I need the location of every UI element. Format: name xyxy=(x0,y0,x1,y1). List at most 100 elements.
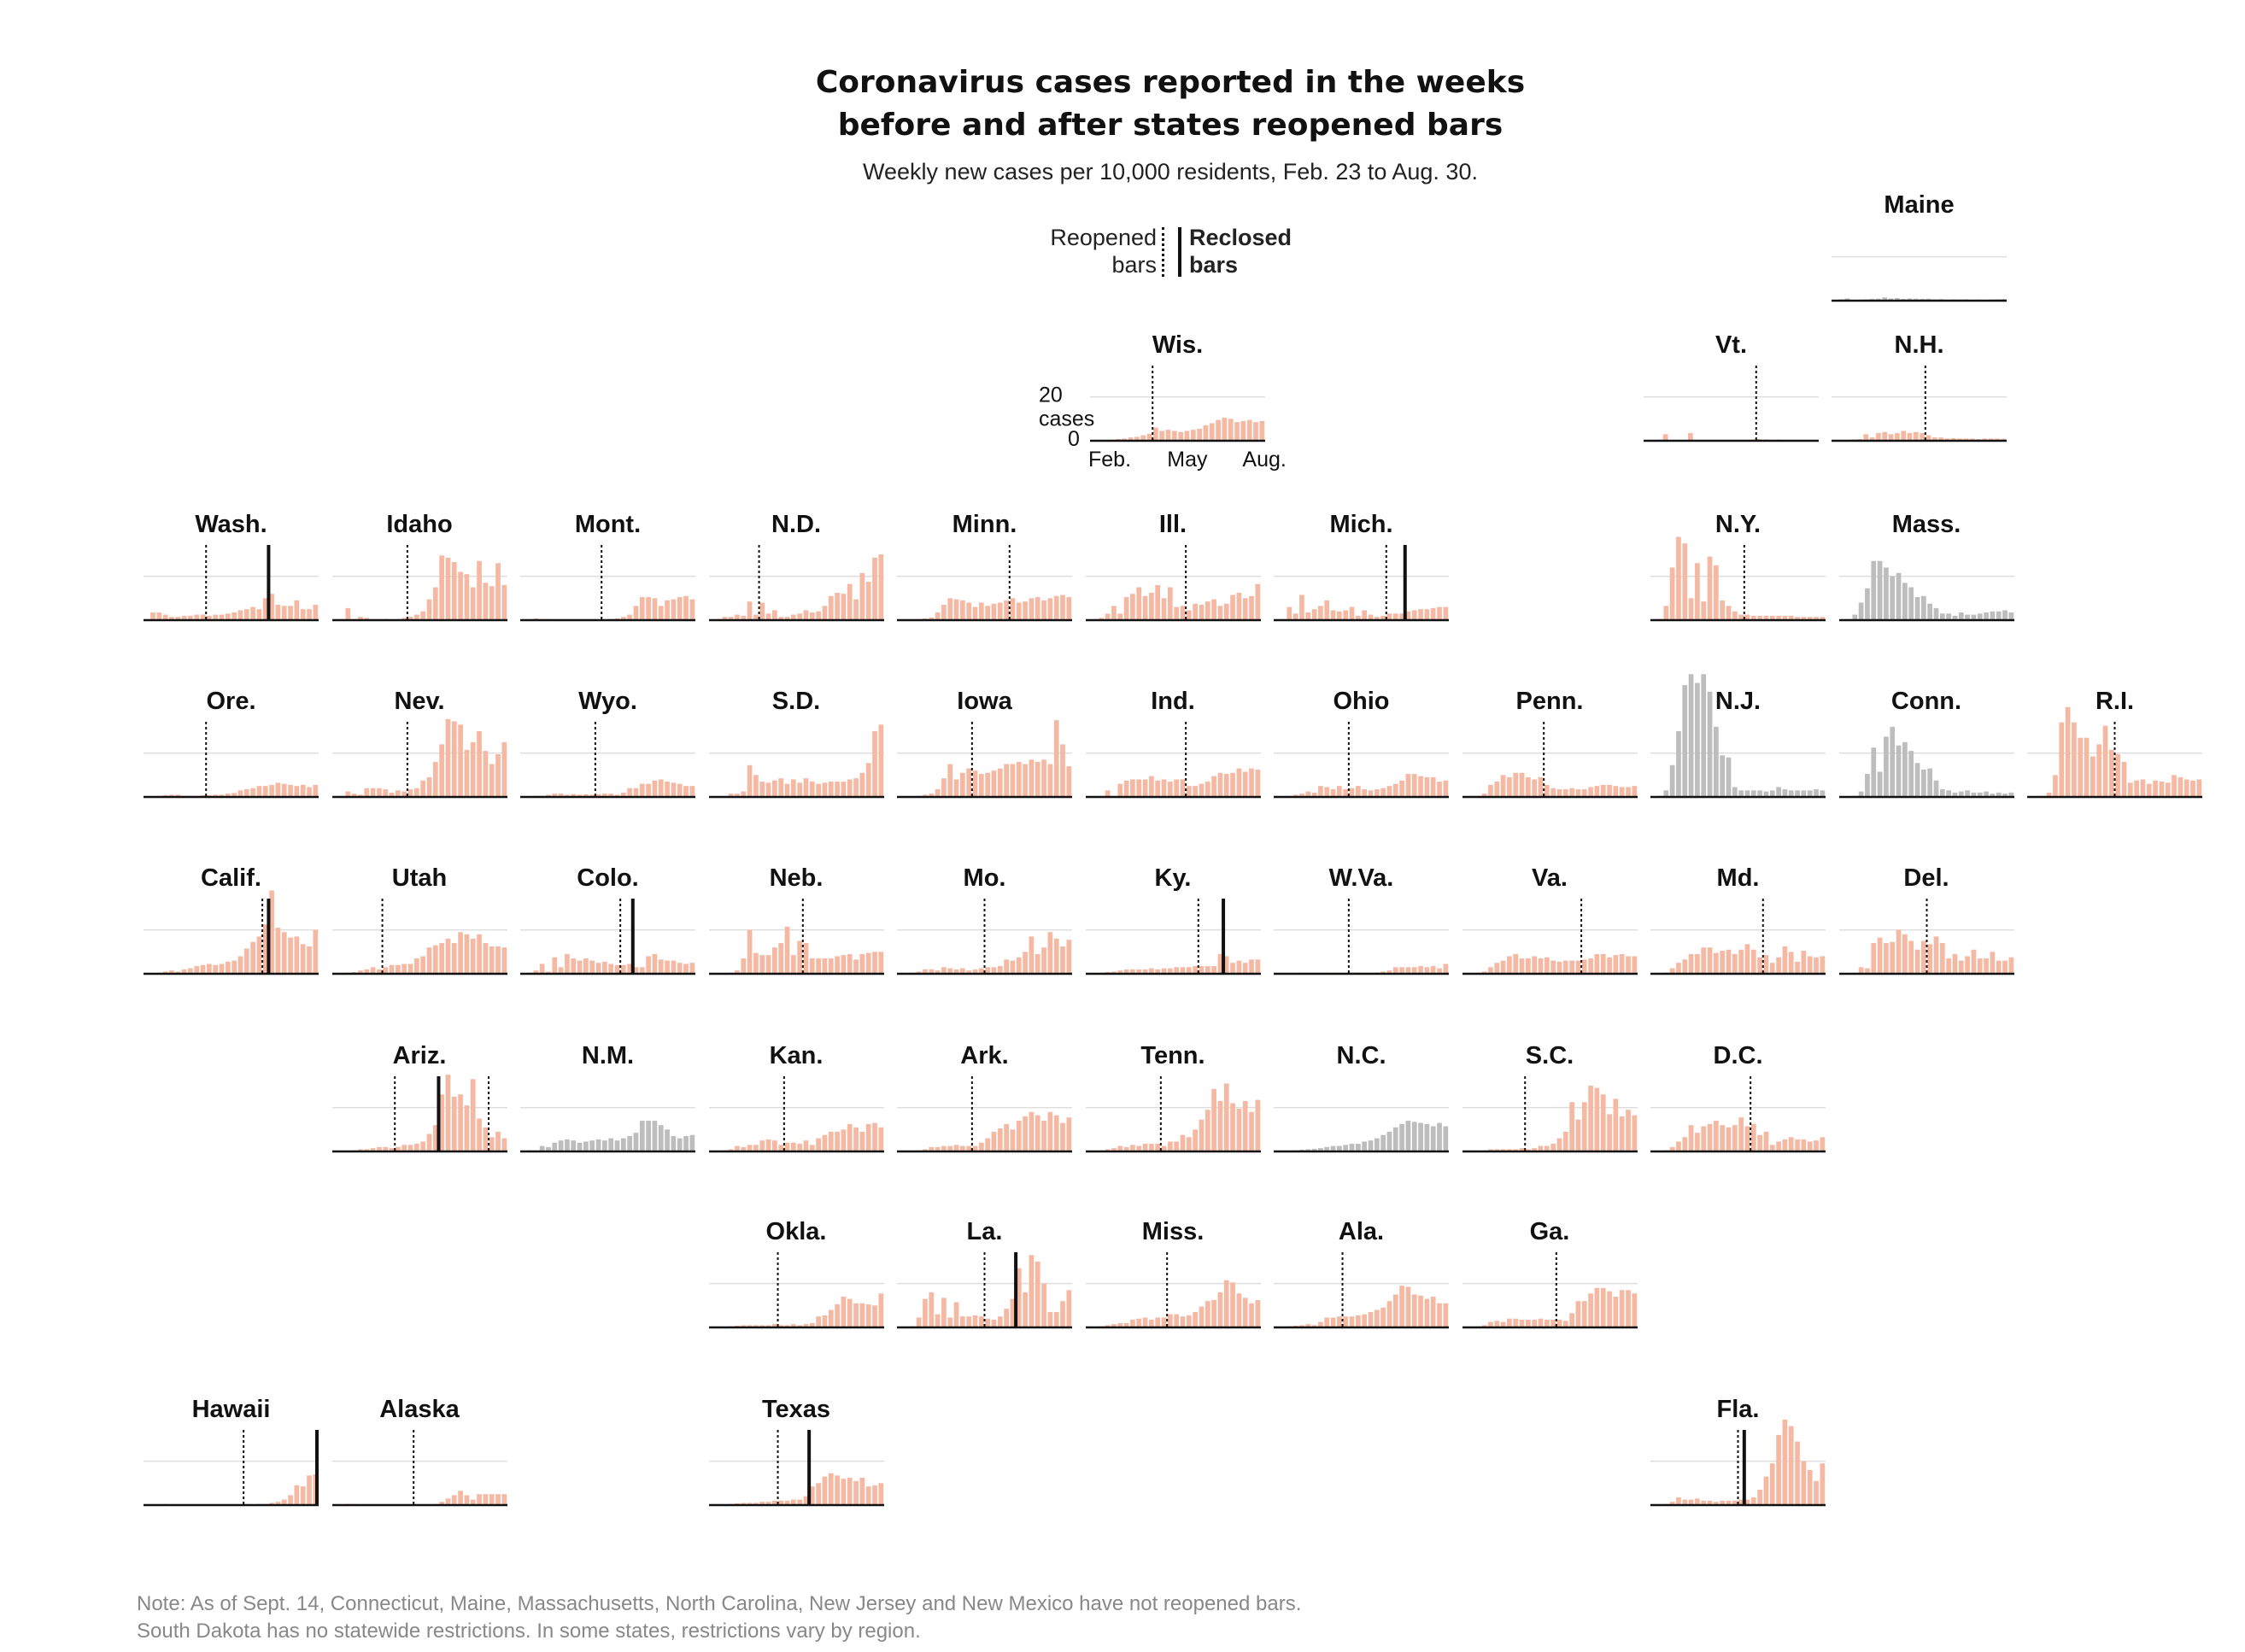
bar xyxy=(941,967,947,974)
bar xyxy=(1525,958,1531,974)
bar xyxy=(1858,791,1863,797)
bar xyxy=(1161,1317,1166,1327)
bar xyxy=(1931,437,1937,441)
bar xyxy=(407,789,413,797)
bar xyxy=(859,1477,865,1505)
bar xyxy=(1154,969,1160,974)
bar xyxy=(395,964,401,974)
state-name: Ore. xyxy=(206,688,256,715)
bar xyxy=(1041,1121,1046,1151)
bar xyxy=(1411,967,1417,974)
bar xyxy=(1763,955,1769,974)
bar xyxy=(1581,789,1587,797)
bar xyxy=(877,724,883,797)
state-name: N.M. xyxy=(581,1042,635,1069)
bar xyxy=(1525,776,1531,797)
bar xyxy=(1190,430,1196,441)
bar xyxy=(1883,943,1889,974)
bar xyxy=(877,952,883,974)
bar xyxy=(1769,1463,1775,1505)
bar xyxy=(1744,790,1750,797)
bar xyxy=(1883,567,1889,620)
state-bar-chart xyxy=(1462,1252,1638,1329)
bar xyxy=(834,782,840,797)
bar xyxy=(1405,1121,1411,1151)
bar xyxy=(834,592,840,620)
bar xyxy=(978,1316,984,1327)
bar xyxy=(389,964,394,974)
state-name: Wyo. xyxy=(578,688,637,715)
bar xyxy=(1550,960,1556,974)
legend-reopened-line xyxy=(1162,227,1164,277)
bar xyxy=(747,1503,752,1505)
state-bar-chart xyxy=(897,899,1072,975)
bar xyxy=(1945,613,1951,620)
bar xyxy=(1738,1117,1744,1151)
bar xyxy=(960,968,965,974)
bar xyxy=(822,958,827,974)
bar xyxy=(565,1139,570,1151)
bar xyxy=(445,718,450,797)
bar xyxy=(728,794,733,797)
bar xyxy=(809,612,815,620)
bar xyxy=(1500,960,1505,974)
bar xyxy=(784,1142,789,1151)
bar xyxy=(1964,956,1970,974)
bar xyxy=(1550,1320,1556,1327)
bar xyxy=(960,1145,965,1151)
bar xyxy=(1242,1298,1248,1327)
bar xyxy=(156,612,162,620)
bar xyxy=(777,1145,783,1151)
state-name: Alaska xyxy=(379,1396,460,1423)
bar xyxy=(470,587,476,620)
bar xyxy=(953,1145,959,1151)
bar xyxy=(1186,1315,1192,1327)
bar xyxy=(841,594,846,620)
bar xyxy=(1896,572,1901,620)
bar xyxy=(753,614,759,620)
bar xyxy=(747,764,752,797)
bar xyxy=(1318,786,1323,797)
bar xyxy=(294,1485,300,1505)
bar xyxy=(432,1125,438,1151)
bar xyxy=(646,597,651,620)
y-tick-label: 20 xyxy=(1039,384,1063,407)
bar xyxy=(1631,1115,1637,1151)
bar xyxy=(1210,1299,1216,1327)
bar xyxy=(1161,779,1166,797)
bar xyxy=(1173,1141,1179,1151)
bar xyxy=(627,1136,632,1151)
bar xyxy=(1568,788,1574,797)
bar xyxy=(803,610,808,620)
bar xyxy=(1349,606,1355,620)
state-bar-chart xyxy=(331,718,507,799)
bar xyxy=(1876,433,1881,441)
bar xyxy=(1311,1325,1317,1327)
bar xyxy=(1029,1111,1035,1151)
bar xyxy=(1016,761,1022,797)
bar xyxy=(1600,784,1606,797)
bar xyxy=(1392,967,1398,974)
bar xyxy=(1180,1134,1185,1151)
bar xyxy=(344,791,350,797)
bar xyxy=(1380,1307,1386,1327)
bar xyxy=(689,963,695,974)
bar xyxy=(1236,1293,1241,1327)
bar xyxy=(671,782,677,797)
state-bar-chart xyxy=(144,890,319,975)
bar xyxy=(1575,960,1580,974)
bar xyxy=(859,1131,865,1151)
chart-header: Coronavirus cases reported in the weeks … xyxy=(0,62,2245,185)
bar xyxy=(1896,929,1901,974)
bar xyxy=(200,614,206,620)
bar xyxy=(1154,1317,1160,1327)
bar xyxy=(997,1128,1003,1151)
bar xyxy=(1234,422,1240,441)
bar xyxy=(1732,787,1738,797)
legend: Reopened bars Reclosed bars xyxy=(1022,224,1380,284)
bar xyxy=(740,1503,746,1505)
bar xyxy=(997,602,1003,620)
bar xyxy=(871,952,877,974)
bar xyxy=(1186,610,1192,620)
